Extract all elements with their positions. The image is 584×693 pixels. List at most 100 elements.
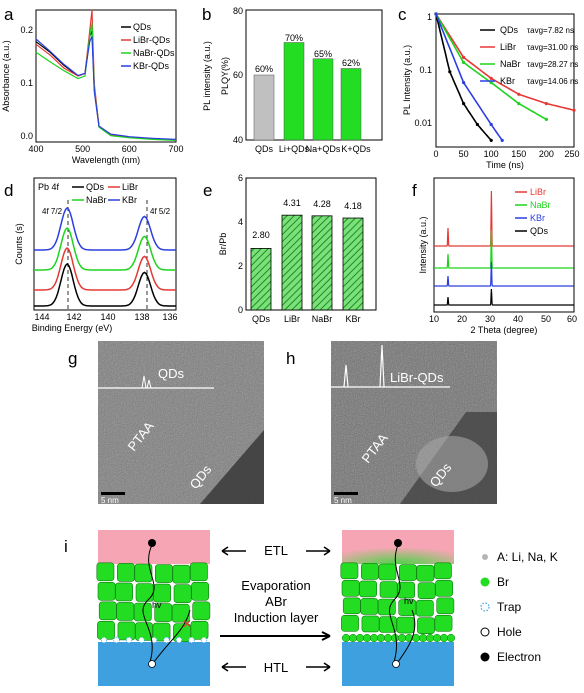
c-legend-tau: τavg=28.27 ns	[527, 60, 578, 69]
c-legend-name: LiBr	[500, 42, 516, 52]
panel-b-yticks: 40 60 80	[233, 6, 243, 145]
c-xlabel: Time (ns)	[486, 160, 524, 170]
b-bar-qds	[253, 74, 275, 141]
qd-cube	[398, 564, 417, 581]
trap-icon	[200, 636, 208, 644]
h-scale-label: 5 nm	[334, 496, 352, 505]
f-series-kbr	[434, 261, 574, 287]
qd-cube	[117, 563, 135, 582]
c-point-kbr	[489, 122, 493, 127]
c-legend-name: NaBr	[500, 59, 521, 69]
h-qd-blob	[416, 436, 488, 492]
b-bar-k-qds	[340, 68, 362, 141]
e-category: QDs	[252, 314, 271, 324]
panel-g: g QDs PTAA QDs 5 nm	[68, 341, 264, 505]
left-recombination-cross: ✕	[182, 617, 192, 631]
right-induction-layer	[341, 633, 456, 643]
legend-electron-icon	[480, 652, 490, 662]
i-htl-arrow-right	[306, 662, 331, 672]
i-htl-label: HTL	[264, 660, 289, 675]
panel-a-yticks: 0.0 0.1 0.2	[20, 25, 33, 141]
f-xlabel: 2 Theta (degree)	[471, 325, 538, 335]
e-bar-label: 2.80	[252, 230, 270, 240]
panel-e-label: e	[203, 181, 212, 200]
e-bar-label: 4.28	[313, 199, 331, 209]
qd-cube	[341, 579, 360, 597]
e-ylabel: Br/Pb	[218, 233, 228, 256]
i-process-line3: Induction layer	[234, 610, 319, 625]
right-qd-layer	[340, 562, 455, 635]
qd-cube	[97, 620, 115, 640]
trap-icon	[163, 636, 170, 644]
d-series-kbr	[34, 206, 176, 251]
qd-cube	[341, 614, 359, 632]
a-legend-label: QDs	[133, 22, 152, 32]
trap-icon	[188, 636, 195, 644]
i-legend-label: Electron	[497, 650, 541, 664]
e-ytick: 0	[238, 305, 243, 315]
f-ylabel: Intensity (a.u.)	[418, 216, 428, 273]
b-ytick: 80	[233, 6, 243, 16]
panel-d-series-group	[34, 206, 176, 307]
d-legend-label: LiBr	[122, 182, 138, 192]
c-xtick: 250	[564, 149, 579, 159]
panel-a-label: a	[4, 5, 14, 24]
qd-cube	[396, 616, 415, 634]
g-title: QDs	[158, 366, 185, 381]
left-etl-layer	[98, 530, 210, 564]
qd-cube	[191, 581, 210, 601]
d-series-libr	[34, 246, 176, 291]
panel-d-frame	[33, 177, 177, 311]
i-legend: A: Li, Na, K Br Trap Hole Electron	[480, 550, 558, 664]
qd-cube	[117, 621, 136, 641]
a-legend-label: KBr-QDs	[133, 61, 170, 71]
qd-cube	[155, 564, 173, 583]
left-hole-dot	[148, 660, 156, 668]
e-bar-nabr	[311, 215, 333, 311]
b-ytick: 60	[233, 70, 243, 80]
panel-c: c 0 50 100 150 200 250 1 0.1 0.01 Time (…	[398, 5, 580, 170]
panel-h: h LiBr-QDs PTAA QDs 5 nm	[286, 341, 497, 505]
f-legend-label: QDs	[530, 226, 549, 236]
trap-icon	[150, 636, 158, 644]
qd-cube	[134, 563, 153, 583]
left-hv-label: hv	[152, 600, 162, 610]
e-bar-kbr	[342, 217, 364, 311]
panel-f-frame	[433, 177, 575, 313]
f-xtick: 60	[567, 314, 577, 324]
qd-cube	[98, 601, 117, 621]
panel-a-series-group	[35, 9, 177, 141]
panel-b-label: b	[202, 5, 211, 24]
panel-e: e 2.80 4.31 4.28 4.18 0 2 4 6 QDs LiBr N…	[203, 173, 377, 324]
panel-e-categories: QDs LiBr NaBr KBr	[252, 314, 361, 324]
i-process-arrow	[220, 631, 331, 641]
panel-b: b 60% 70% 65% 62% 40 60 80 QDs Li+QDs Na…	[202, 5, 383, 154]
d-tag: Pb 4f	[38, 182, 60, 192]
c-point-nabr	[489, 81, 493, 85]
f-xtick: 20	[457, 314, 467, 324]
c-point-nabr	[544, 117, 549, 121]
qd-cube	[417, 617, 435, 635]
c-xtick: 150	[511, 149, 526, 159]
a-xlabel: Wavelength (nm)	[72, 155, 140, 165]
c-series-kbr	[434, 12, 504, 142]
panel-b-bars	[253, 42, 362, 141]
d-series-qds	[34, 262, 176, 307]
qd-cube	[360, 563, 379, 580]
f-xtick: 50	[541, 314, 551, 324]
d-ylabel: Counts (s)	[14, 223, 24, 265]
qd-cube	[192, 601, 211, 621]
br-sphere	[355, 633, 365, 643]
d-legend-label: KBr	[122, 195, 137, 205]
b-category: Na+QDs	[306, 144, 341, 154]
br-sphere	[348, 633, 358, 643]
right-hv-label: hv	[404, 596, 414, 606]
e-category: LiBr	[284, 314, 300, 324]
qd-cube	[172, 564, 191, 584]
qd-cube	[340, 562, 359, 580]
f-series-nabr	[434, 229, 574, 269]
f-xtick: 10	[429, 314, 439, 324]
br-sphere	[376, 633, 386, 643]
a-series-nabr-qds	[35, 23, 177, 141]
panel-h-label: h	[286, 349, 295, 368]
